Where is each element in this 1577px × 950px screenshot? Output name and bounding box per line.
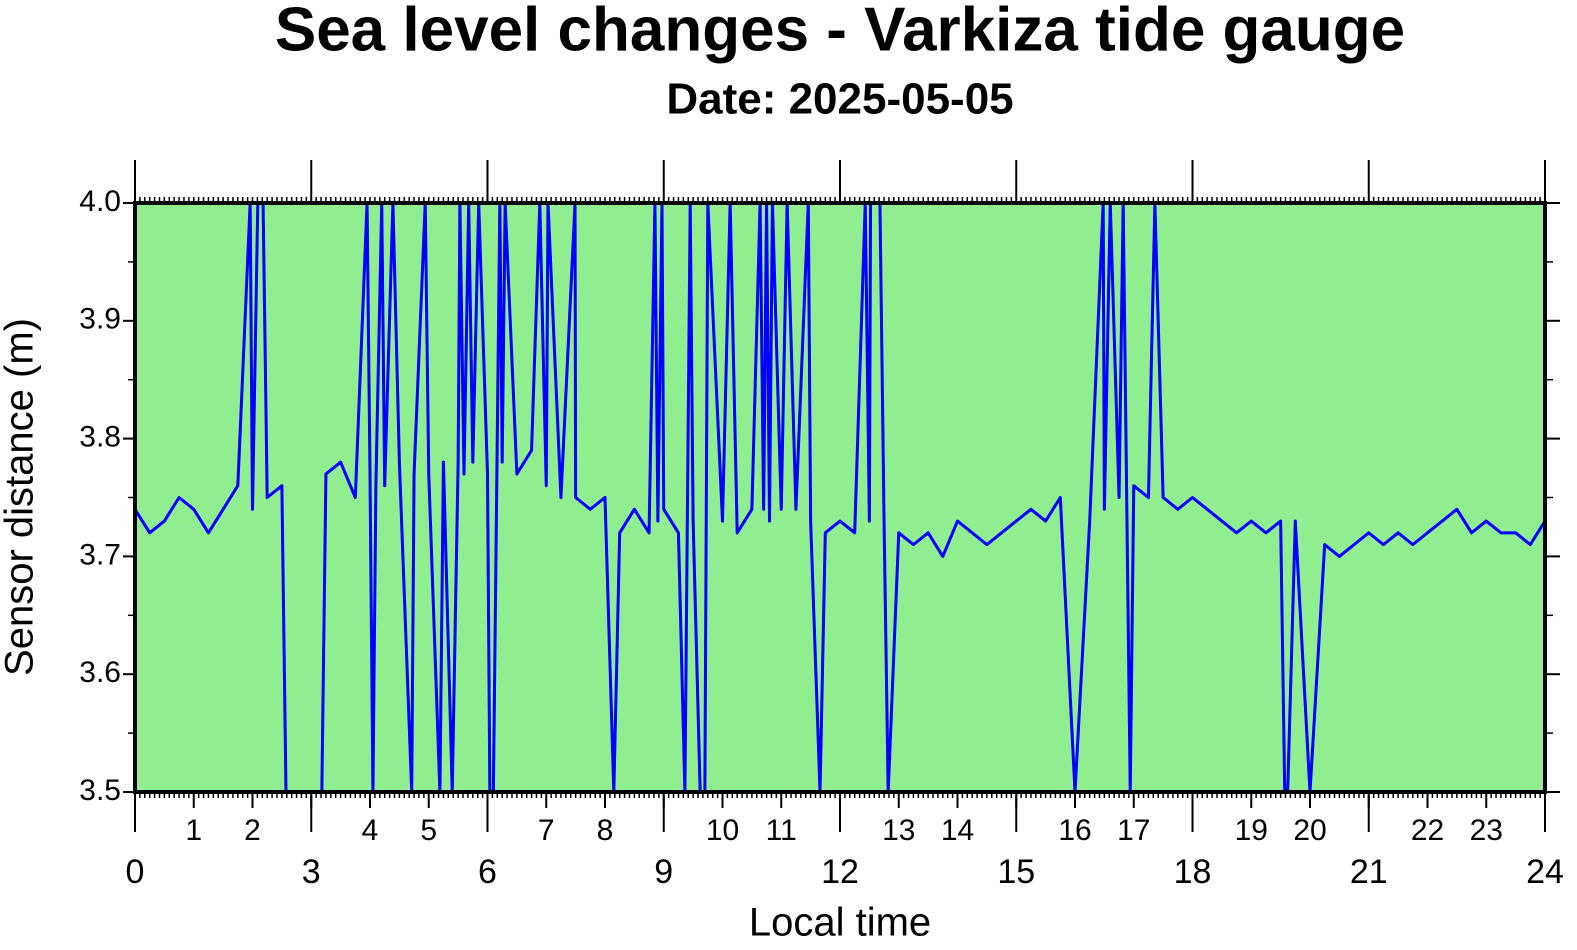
x-tick-label: 3 — [302, 853, 321, 891]
y-tick-label: 3.7 — [79, 538, 121, 571]
y-tick-label: 3.8 — [79, 421, 121, 454]
chart-title: Sea level changes - Varkiza tide gauge — [275, 0, 1405, 64]
x-minor-tick-label: 2 — [244, 814, 261, 847]
y-tick-label: 3.9 — [79, 303, 121, 336]
x-minor-tick-label: 19 — [1235, 814, 1268, 847]
x-minor-tick-label: 17 — [1117, 814, 1150, 847]
y-tick-label: 4.0 — [79, 185, 121, 218]
y-tick-label: 3.5 — [79, 774, 121, 807]
chart-subtitle: Date: 2025-05-05 — [666, 75, 1013, 124]
x-axis-label: Local time — [749, 901, 931, 945]
x-minor-tick-label: 20 — [1293, 814, 1326, 847]
y-tick-label: 3.6 — [79, 656, 121, 689]
x-minor-tick-label: 7 — [538, 814, 555, 847]
x-minor-tick-label: 16 — [1058, 814, 1091, 847]
x-minor-tick-label: 4 — [362, 814, 379, 847]
x-minor-tick-label: 14 — [941, 814, 974, 847]
x-minor-tick-label: 8 — [597, 814, 614, 847]
x-minor-tick-label: 23 — [1470, 814, 1503, 847]
x-tick-label: 0 — [126, 853, 145, 891]
x-tick-label: 24 — [1526, 853, 1564, 891]
x-tick-label: 18 — [1174, 853, 1212, 891]
x-tick-label: 15 — [997, 853, 1035, 891]
x-minor-tick-label: 22 — [1411, 814, 1444, 847]
x-tick-label: 21 — [1350, 853, 1388, 891]
plot-frame — [133, 201, 1547, 794]
x-minor-tick-label: 10 — [706, 814, 739, 847]
x-tick-label: 12 — [821, 853, 859, 891]
x-tick-label: 6 — [478, 853, 497, 891]
x-minor-tick-label: 1 — [185, 814, 202, 847]
plot-background — [135, 203, 1545, 792]
x-tick-label: 9 — [654, 853, 673, 891]
x-minor-tick-label: 13 — [882, 814, 915, 847]
x-minor-tick-label: 11 — [766, 814, 797, 847]
y-axis-label: Sensor distance (m) — [0, 318, 42, 676]
data-line — [133, 201, 288, 793]
x-minor-tick-label: 5 — [420, 814, 437, 847]
